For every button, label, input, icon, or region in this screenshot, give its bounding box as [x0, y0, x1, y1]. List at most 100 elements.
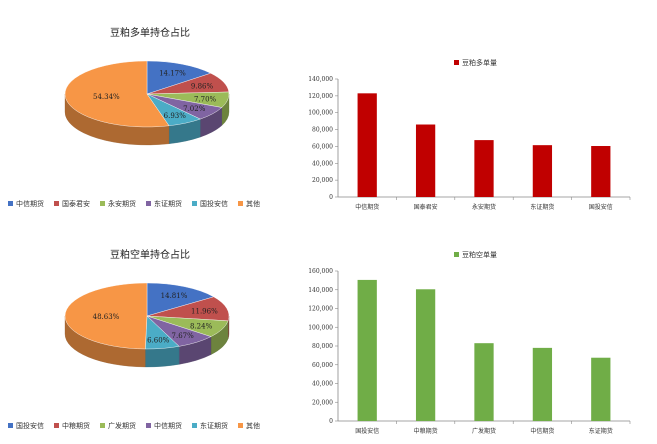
- bar-4: [591, 146, 611, 197]
- pie-side-group: [64, 93, 230, 146]
- y-tick-label: 0: [329, 418, 333, 425]
- pie-slice-0: [146, 282, 215, 317]
- bar-3: [532, 145, 553, 197]
- x-tick-label: 东证期货: [530, 203, 554, 211]
- legend-swatch: [454, 252, 459, 257]
- legend-label: 广发期货: [108, 421, 136, 430]
- x-tick-label: 东证期货: [589, 427, 613, 435]
- pie-title: 豆粕多单持仓占比: [110, 26, 190, 39]
- bar-legend: 豆粕空单量: [454, 250, 497, 259]
- pie-percent-label: 9.86%: [191, 82, 214, 90]
- legend-label: 国泰君安: [62, 199, 90, 208]
- x-tick-label: 国泰君安: [414, 203, 438, 211]
- y-tick-label: 120,000: [308, 306, 333, 313]
- y-tick-label: 140,000: [308, 287, 333, 294]
- long-volume-bar-panel: 豆粕多单量 0 20,000 40,000 60,000 80,000 100,000 120…: [300, 0, 657, 222]
- bar-1: [415, 289, 436, 421]
- legend-swatch: [454, 60, 459, 65]
- legend-swatch: [192, 201, 197, 206]
- y-tick-label: 100,000: [308, 110, 333, 117]
- short-position-pie-panel: 豆粕空单持仓占比 14.81% 11.96% 8.24% 7.67% 6.60% 48.6…: [0, 222, 300, 444]
- legend-label: 国投安信: [16, 421, 44, 430]
- pie-percent-label: 54.34%: [93, 93, 120, 101]
- x-tick-label: 永安期货: [472, 203, 496, 211]
- pie-slice-1: [146, 296, 230, 322]
- pie-side-4: [145, 346, 180, 368]
- legend-label: 永安期货: [108, 199, 136, 208]
- bar-0: [357, 93, 377, 197]
- legend-label: 中信期货: [154, 421, 182, 430]
- x-tick-label: 国投安信: [589, 203, 613, 211]
- bar-3: [532, 347, 553, 421]
- legend-swatch: [100, 423, 105, 428]
- bar-0: [357, 279, 377, 421]
- pie-legend: 中信期货 国泰君安 永安期货 东证期货 国投安信 其他: [8, 199, 260, 208]
- pie-legend: 国投安信 中粮期货 广发期货 中信期货 东证期货 其他: [8, 421, 260, 430]
- pie-top-group: [64, 282, 230, 350]
- y-tick-label: 80,000: [312, 343, 333, 350]
- x-tick-label: 国投安信: [355, 427, 379, 435]
- legend-swatch: [146, 201, 151, 206]
- pie-percent-label: 6.93%: [164, 112, 187, 120]
- y-tick-label: 40,000: [312, 160, 333, 167]
- x-tick-label: 中粮期货: [414, 427, 438, 435]
- pie-percent-label: 7.67%: [172, 332, 195, 340]
- pie-percent-label: 14.81%: [161, 292, 188, 300]
- legend-swatch: [192, 423, 197, 428]
- legend-swatch: [8, 423, 13, 428]
- y-tick-label: 140,000: [308, 76, 333, 83]
- y-tick-label: 120,000: [308, 93, 333, 100]
- legend-label: 其他: [246, 199, 260, 208]
- bar-2: [474, 140, 494, 197]
- long-position-pie-chart: 豆粕多单持仓占比 14.17% 9.86% 7.70% 7.02%6.93% 54.34…: [8, 26, 260, 208]
- pie-percent-label: 8.24%: [190, 323, 213, 331]
- y-tick-label: 160,000: [308, 268, 333, 275]
- pie-title: 豆粕空单持仓占比: [110, 248, 190, 261]
- pie-percent-label: 11.96%: [191, 307, 218, 315]
- bar-1: [415, 124, 436, 197]
- pie-side-group: [64, 315, 230, 368]
- x-tick-label: 中信期货: [355, 203, 379, 211]
- y-tick-label: 20,000: [312, 177, 333, 184]
- pie-percent-label: 48.63%: [93, 313, 120, 321]
- pie-percent-label: 14.17%: [159, 70, 186, 78]
- y-tick-label: 80,000: [312, 127, 333, 134]
- bar-legend: 豆粕多单量: [454, 58, 497, 67]
- y-tick-label: 20,000: [312, 399, 333, 406]
- legend-swatch: [146, 423, 151, 428]
- x-tick-label: 广发期货: [472, 427, 496, 435]
- bar-2: [474, 343, 494, 421]
- pie-slice-0: [146, 60, 212, 95]
- legend-swatch: [238, 423, 243, 428]
- legend-swatch: [54, 423, 59, 428]
- pie-slice-5: [64, 60, 170, 128]
- long-position-pie-panel: 豆粕多单持仓占比 14.17% 9.86% 7.70% 7.02% 6.93% 54.34…: [0, 0, 300, 222]
- short-volume-bar-panel: 豆粕空单量 0 20,000 40,000 60,000 80,000 100,000 120…: [300, 222, 657, 444]
- y-tick-label: 40,000: [312, 381, 333, 388]
- short-volume-bar-chart: 豆粕空单量 0 20,000 40,000 60,000 80,000 100,000 120…: [308, 250, 631, 435]
- y-tick-label: 60,000: [312, 143, 333, 150]
- x-tick-label: 中信期货: [530, 427, 554, 435]
- y-tick-label: 60,000: [312, 362, 333, 369]
- y-tick-label: 100,000: [308, 324, 333, 331]
- long-volume-bar-chart: 豆粕多单量 0 20,000 40,000 60,000 80,000 100,000 120…: [308, 58, 631, 211]
- legend-swatch: [8, 201, 13, 206]
- legend-label: 东证期货: [200, 421, 228, 430]
- legend-swatch: [54, 201, 59, 206]
- legend-swatch: [100, 201, 105, 206]
- pie-percent-label: 7.70%: [194, 95, 217, 103]
- legend-label: 豆粕空单量: [462, 250, 497, 259]
- legend-label: 国投安信: [200, 199, 228, 208]
- legend-label: 东证期货: [154, 199, 182, 208]
- legend-label: 其他: [246, 421, 260, 430]
- legend-swatch: [238, 201, 243, 206]
- legend-label: 中信期货: [16, 199, 44, 208]
- pie-percent-label: 7.02%: [183, 105, 206, 113]
- pie-top-group: [64, 60, 230, 128]
- short-position-pie-chart: 豆粕空单持仓占比 14.81%11.96% 8.24%7.67%6.60% 48.6…: [8, 248, 260, 430]
- pie-slice-5: [64, 282, 148, 350]
- pie-percent-label: 6.60%: [147, 336, 170, 344]
- y-tick-label: 0: [329, 194, 333, 201]
- legend-label: 豆粕多单量: [462, 58, 497, 67]
- legend-label: 中粮期货: [62, 421, 90, 430]
